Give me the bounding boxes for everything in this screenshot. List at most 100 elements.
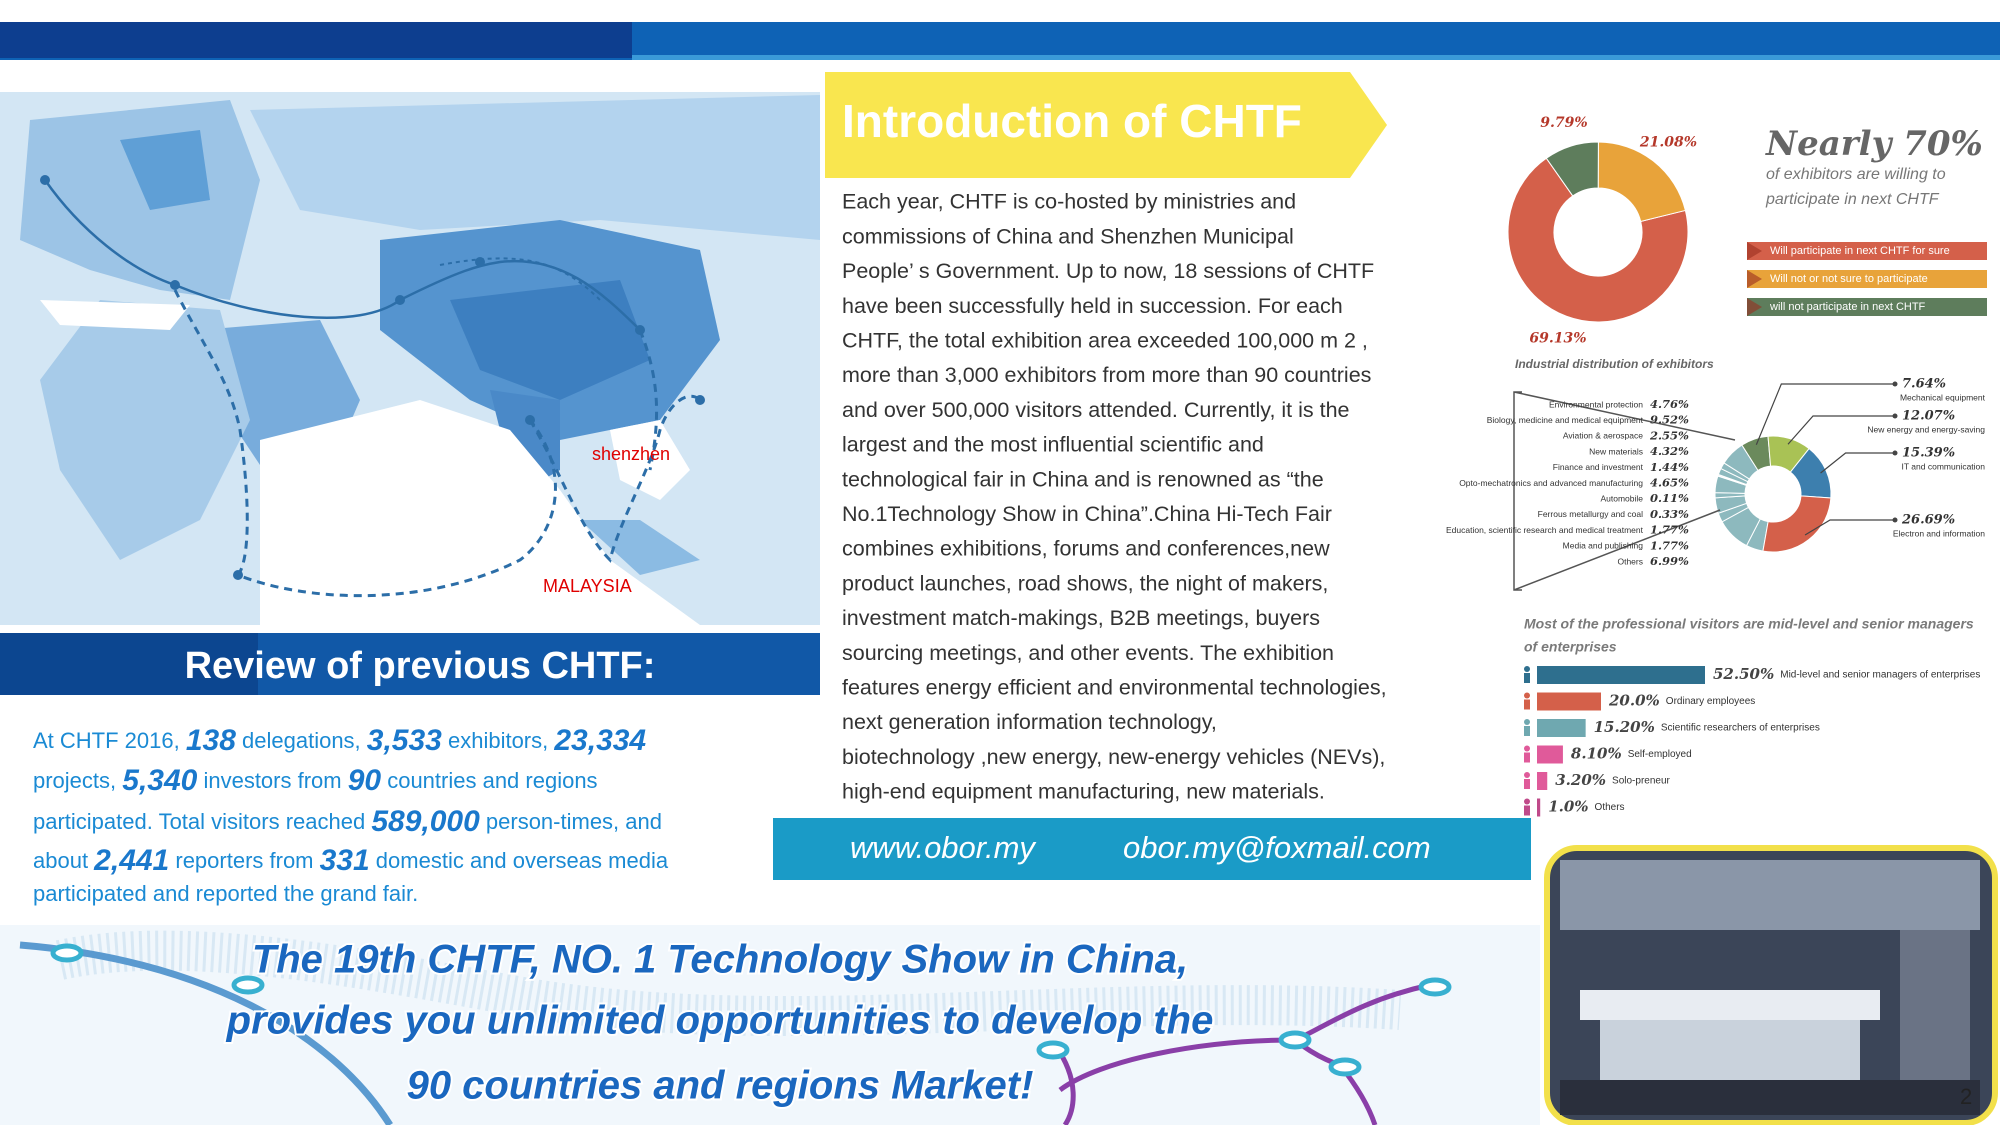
icon — [1524, 692, 1530, 699]
leader-line — [1787, 415, 1895, 445]
legend-label: Will not or not sure to participate — [1770, 273, 1928, 285]
category-label: Others — [1595, 802, 1625, 813]
review-figure: 589,000 — [371, 805, 480, 838]
value-label: 9.52% — [1650, 413, 1689, 427]
header-band-dark — [0, 22, 632, 58]
review-run: person-times, and — [480, 809, 662, 834]
icon — [1524, 772, 1530, 778]
icon — [1524, 719, 1530, 725]
category-label: Ferrous metallurgy and coal — [1538, 509, 1643, 519]
category-label: Scientific researchers of enterprises — [1661, 723, 1820, 734]
intro-line: have been successfully held in successio… — [842, 294, 1343, 318]
review-run: reporters from — [169, 848, 319, 873]
category-label: Opto-mechatronics and advanced manufactu… — [1459, 478, 1643, 488]
review-run: participated and reported the grand fair… — [33, 881, 418, 906]
legend-swatch — [1747, 242, 1987, 260]
review-figure: 2,441 — [93, 844, 169, 877]
value-label: 4.76% — [1650, 397, 1689, 411]
title-banner — [825, 72, 1387, 178]
review-run: delegations, — [236, 728, 367, 753]
intro-line: features energy efficient and environmen… — [842, 675, 1387, 699]
donut-segment — [1597, 141, 1686, 223]
slogan-line: 90 countries and regions Market! — [407, 1064, 1034, 1108]
review-run: At CHTF 2016, — [33, 728, 186, 753]
intro-line: high-end equipment manufacturing, new ma… — [842, 780, 1325, 804]
review-line: participated and reported the grand fair… — [33, 881, 418, 906]
value-label: 12.07% — [1902, 409, 1955, 424]
icon — [1524, 726, 1530, 736]
slogan-line: The 19th CHTF, NO. 1 Technology Show in … — [252, 938, 1188, 982]
intro-line: Each year, CHTF is co-hosted by ministri… — [842, 190, 1296, 214]
icon — [1524, 673, 1530, 683]
section-title: Review of previous CHTF: — [185, 645, 656, 687]
slogan-line: provides you unlimited opportunities to … — [226, 999, 1214, 1043]
icon — [1524, 745, 1530, 752]
leader-dot — [1892, 413, 1898, 419]
intro-line: largest and the most influential scienti… — [842, 433, 1264, 457]
chart-title: Most of the professional visitors are mi… — [1524, 616, 1974, 632]
review-line: projects, 5,340 investors from 90 countr… — [33, 764, 598, 797]
value-label: 8.10% — [1571, 745, 1622, 763]
value-label: 15.39% — [1902, 446, 1955, 461]
category-label: Solo-preneur — [1612, 776, 1670, 787]
value-label: 2.55% — [1649, 428, 1689, 442]
leader-dot — [1892, 450, 1898, 456]
review-figure: 331 — [320, 844, 370, 877]
bar — [1537, 666, 1705, 684]
intro-line: and over 500,000 visitors attended. Curr… — [842, 398, 1350, 422]
value-label: 1.44% — [1650, 460, 1689, 474]
map-label: shenzhen — [592, 444, 670, 464]
intro-line: sourcing meetings, and other events. The… — [842, 641, 1334, 665]
category-label: Aviation & aerospace — [1563, 431, 1643, 441]
value-label: 9.79% — [1540, 115, 1587, 131]
category-label: New materials — [1589, 446, 1643, 456]
icon — [1524, 798, 1530, 805]
value-label: 69.13% — [1529, 331, 1586, 347]
intro-line: People’ s Government. Up to now, 18 sess… — [842, 259, 1374, 283]
category-label: Mid-level and senior managers of enterpr… — [1780, 670, 1980, 681]
intro-line: combines exhibitions, forums and confere… — [842, 537, 1330, 561]
slogan: The 19th CHTF, NO. 1 Technology Show in … — [224, 936, 1216, 1110]
donut-segment — [1762, 495, 1832, 553]
chart-subtitle: participate in next CHTF — [1765, 191, 1940, 208]
review-run: exhibitors, — [442, 728, 555, 753]
intro-line: next generation information technology, — [842, 710, 1217, 734]
icon — [1524, 666, 1530, 672]
section-title: Introduction of CHTF — [842, 95, 1302, 147]
leader-dot — [1892, 517, 1898, 523]
page-number: 2 — [1960, 1084, 1972, 1109]
value-label: 4.32% — [1650, 444, 1689, 458]
bar — [1537, 719, 1586, 737]
value-label: 3.20% — [1555, 771, 1606, 789]
legend-tip — [1747, 298, 1762, 316]
bar — [1537, 798, 1541, 817]
charts: 69.13% 21.08% 9.79% Nearly 70% of exhibitors… — [1446, 115, 1987, 817]
review-figure: 90 — [348, 764, 382, 797]
review-figure: 23,334 — [553, 724, 646, 757]
chart-subtitle: of exhibitors are willing to — [1766, 166, 1946, 183]
intro-line: product launches, road shows, the night … — [842, 571, 1328, 595]
donut-segment — [1545, 141, 1599, 197]
value-label: 26.69% — [1901, 513, 1955, 528]
review-run: projects, — [33, 768, 122, 793]
category-label: Others — [1617, 556, 1643, 566]
legend-swatch — [1747, 270, 1987, 288]
icon — [1524, 779, 1530, 789]
review-line: about 2,441 reporters from 331 domestic … — [33, 844, 669, 877]
leader-line — [1755, 383, 1895, 445]
leader-line — [1804, 519, 1895, 536]
icon — [1524, 805, 1530, 816]
photo — [1544, 845, 1998, 1125]
intro-line: more than 3,000 exhibitors from more tha… — [842, 363, 1371, 387]
legend-tip — [1747, 270, 1762, 288]
legend-label: will not participate in next CHTF — [1769, 301, 1926, 313]
intro-line: commissions of China and Shenzhen Munici… — [842, 224, 1294, 248]
intro-line: biotechnology ,new energy, new-energy ve… — [842, 745, 1385, 769]
bracket — [1513, 391, 1736, 591]
slogan-background — [0, 925, 1540, 1125]
intro-line: technological fair in China and is renow… — [842, 467, 1324, 491]
category-label: Media and publishing — [1563, 541, 1644, 551]
value-label: 1.77% — [1650, 523, 1689, 537]
review-run: countries and regions — [381, 768, 597, 793]
category-label: Electron and information — [1893, 528, 1985, 538]
